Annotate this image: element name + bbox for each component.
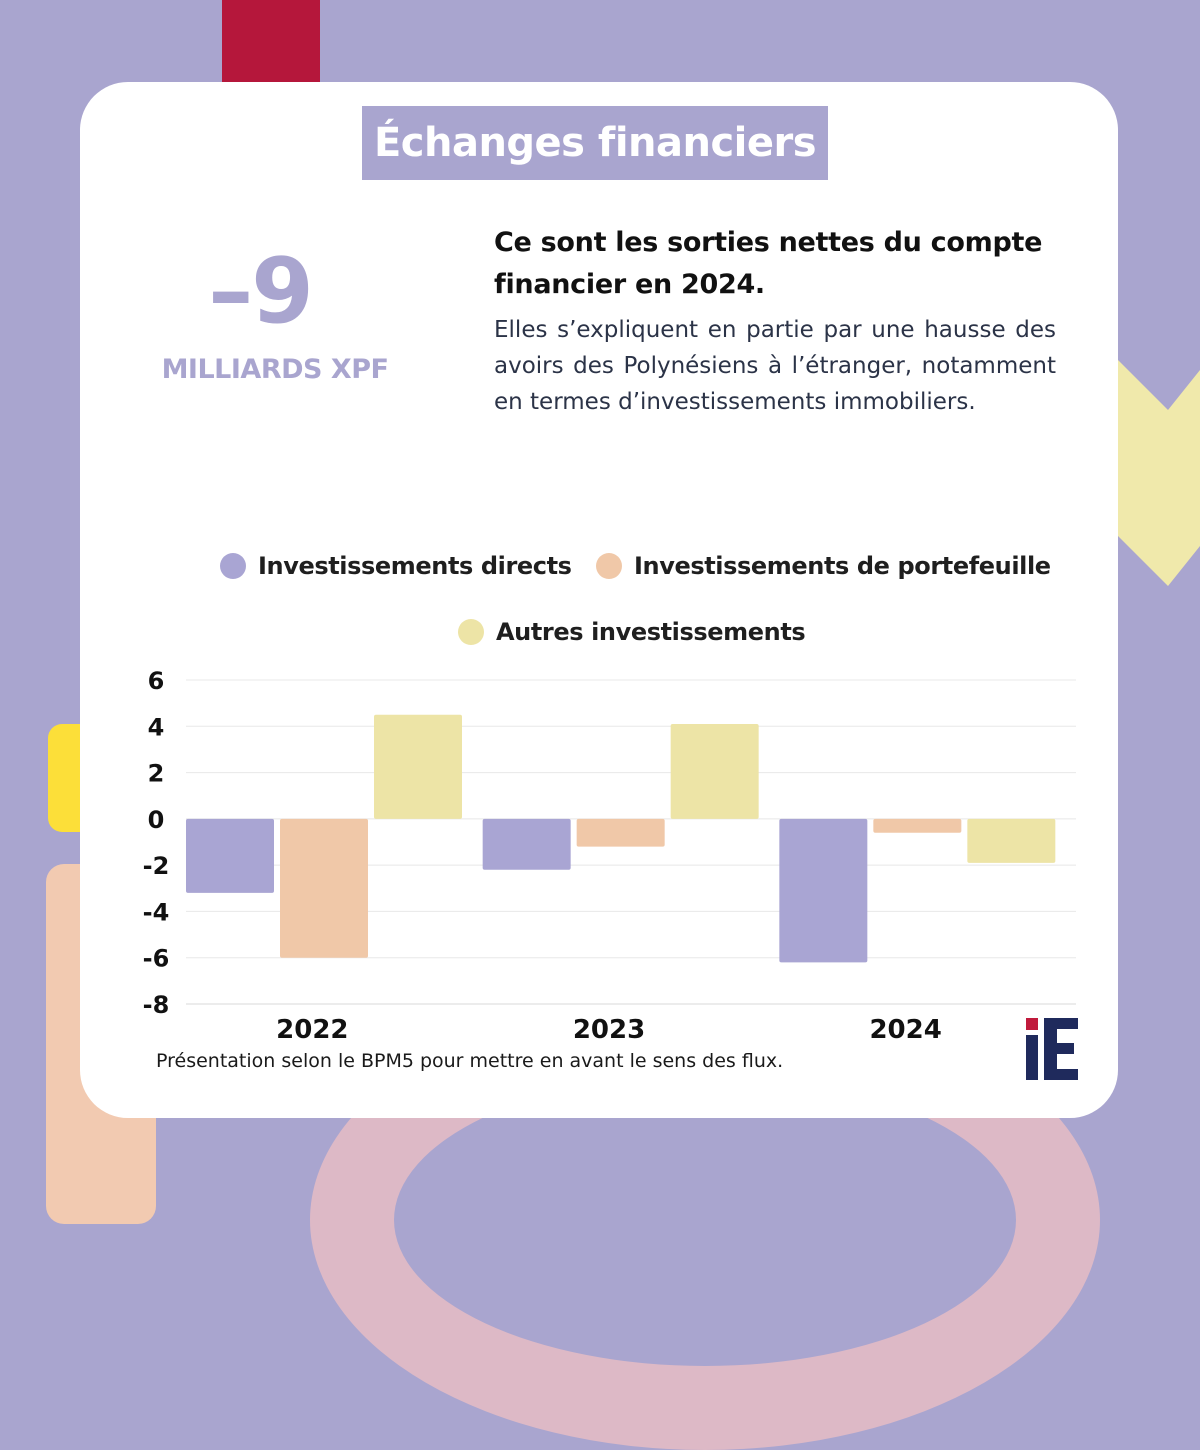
x-tick-label: 2022 <box>276 1015 348 1045</box>
kpi-unit: MILLIARDS XPF <box>161 354 389 385</box>
legend-dot-portfolio <box>596 553 622 579</box>
y-tick-label: -4 <box>143 898 170 926</box>
legend-item-portfolio: Investissements de portefeuille <box>596 552 1051 580</box>
legend-label-other: Autres investissements <box>496 618 806 646</box>
y-tick-label: 0 <box>148 806 165 834</box>
main-card: Échanges financiers –9 MILLIARDS XPF Ce … <box>80 82 1118 1118</box>
x-tick-label: 2023 <box>573 1015 645 1045</box>
y-tick-label: 6 <box>148 667 165 695</box>
legend-label-portfolio: Investissements de portefeuille <box>634 552 1051 580</box>
bar <box>186 818 274 893</box>
y-tick-label: 4 <box>148 713 165 741</box>
legend-label-direct: Investissements directs <box>258 552 572 580</box>
bar <box>576 818 665 847</box>
legend-item-direct: Investissements directs <box>220 552 572 580</box>
bar <box>779 818 868 963</box>
bar <box>670 723 759 819</box>
bar <box>280 818 368 958</box>
y-tick-label: -8 <box>143 991 170 1019</box>
headline-text: Ce sont les sorties nettes du compte fin… <box>494 227 1043 300</box>
bar <box>374 714 462 819</box>
bar <box>873 818 962 833</box>
decor-red-block <box>222 0 320 92</box>
footnote: Présentation selon le BPM5 pour mettre e… <box>156 1050 784 1072</box>
bar <box>482 818 571 870</box>
x-tick-label: 2024 <box>869 1015 941 1045</box>
title-banner: Échanges financiers <box>362 106 828 180</box>
legend-item-other: Autres investissements <box>458 618 806 646</box>
ie-logo-icon <box>1026 1018 1078 1080</box>
y-tick-label: -6 <box>143 945 170 973</box>
body-paragraph: Elles s’expliquent en partie par une hau… <box>494 317 1056 415</box>
bar-chart: 6 4 2 0 -2 -4 -6 -8 2022 2023 2024 <box>143 667 1076 1045</box>
legend-dot-other <box>458 619 484 645</box>
y-tick-label: 2 <box>148 760 165 788</box>
kpi-value: –9 <box>208 239 314 344</box>
page-title: Échanges financiers <box>373 120 817 166</box>
y-tick-label: -2 <box>143 852 170 880</box>
bar <box>967 818 1056 863</box>
legend-dot-direct <box>220 553 246 579</box>
